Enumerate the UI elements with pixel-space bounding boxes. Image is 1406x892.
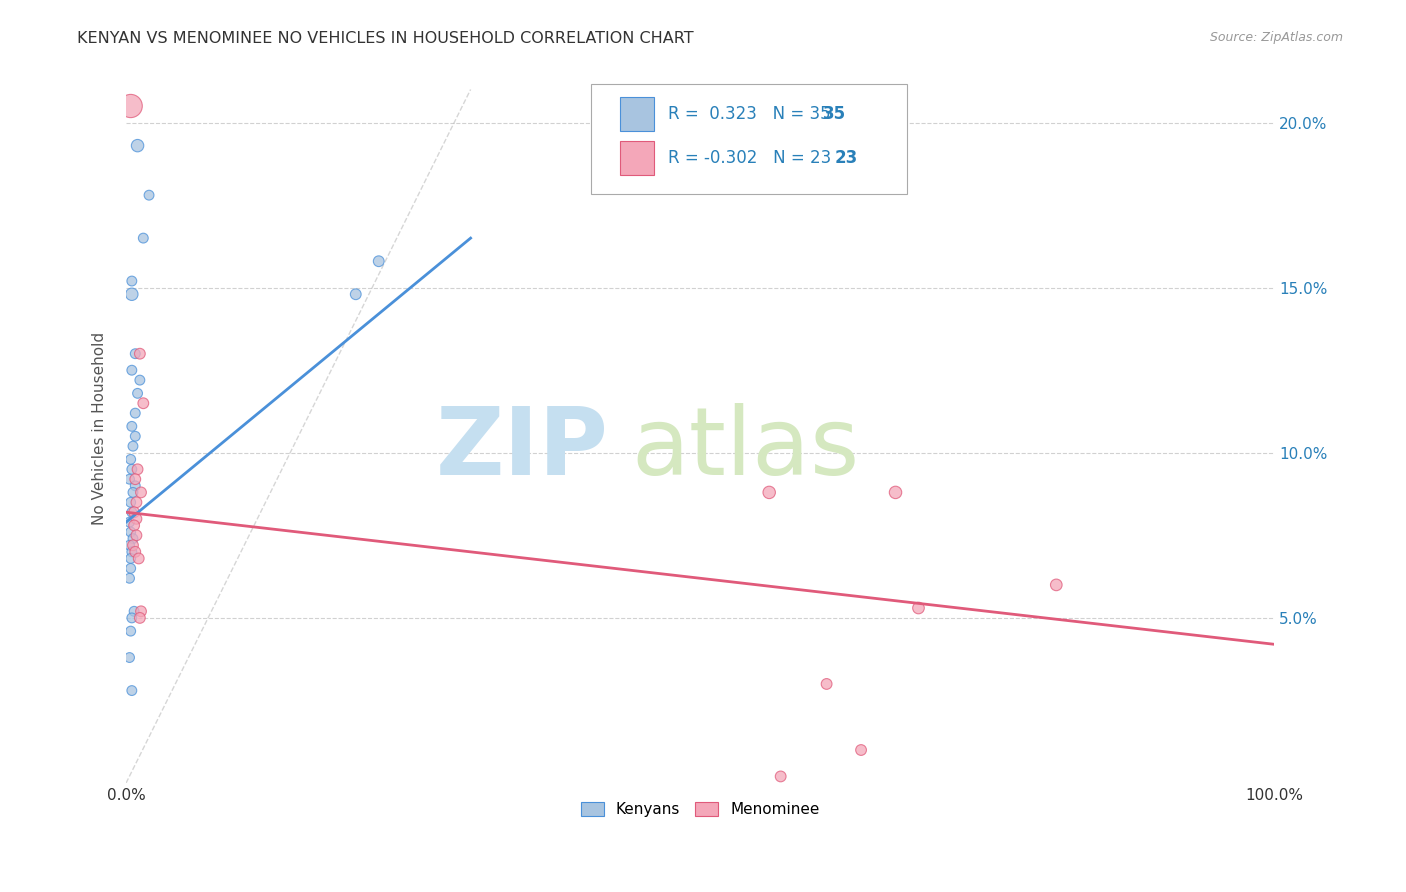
Point [121,683,143,698]
Text: 23: 23 [835,149,858,167]
Point [120,624,142,639]
Point [118,571,141,585]
Point [125,528,148,542]
Point [758,485,780,500]
Point [122,538,145,552]
Point [118,515,141,529]
Point [120,452,142,467]
Point [124,479,146,493]
FancyBboxPatch shape [591,84,907,194]
Text: R =  0.323   N = 35: R = 0.323 N = 35 [668,105,831,123]
Point [122,604,145,618]
Text: KENYAN VS MENOMINEE NO VEHICLES IN HOUSEHOLD CORRELATION CHART: KENYAN VS MENOMINEE NO VEHICLES IN HOUSE… [77,31,695,46]
Point [124,472,146,486]
Text: ZIP: ZIP [436,403,609,495]
Legend: Kenyans, Menominee: Kenyans, Menominee [574,795,828,825]
Point [124,406,146,420]
Point [120,524,142,539]
Point [122,532,145,546]
Point [907,601,929,615]
Point [128,611,150,625]
Point [121,611,143,625]
Point [128,373,150,387]
Text: atlas: atlas [631,403,859,495]
Point [129,485,152,500]
Point [125,512,148,526]
Point [120,551,142,566]
Point [121,419,143,434]
Point [128,551,150,566]
Point [118,650,141,665]
Point [124,545,146,559]
Bar [620,141,654,175]
Point [132,396,155,410]
Y-axis label: No Vehicles in Household: No Vehicles in Household [93,332,107,524]
Point [120,495,142,509]
Point [122,439,145,453]
Point [121,287,143,301]
Bar [620,97,654,131]
Point [122,518,145,533]
Point [120,99,142,113]
Point [121,274,143,288]
Point [122,505,145,519]
Point [128,347,150,361]
Point [138,188,160,202]
Point [118,472,141,486]
Text: R = -0.302   N = 23: R = -0.302 N = 23 [668,149,831,167]
Text: Source: ZipAtlas.com: Source: ZipAtlas.com [1209,31,1343,45]
Point [127,138,149,153]
Point [127,462,149,476]
Point [124,429,146,443]
Point [132,231,155,245]
Point [344,287,367,301]
Point [121,505,143,519]
Point [121,545,143,559]
Point [125,495,148,509]
Point [1045,578,1067,592]
Point [769,769,792,783]
Point [121,462,143,476]
Point [127,386,149,401]
Point [121,363,143,377]
Point [884,485,907,500]
Point [122,485,145,500]
Point [815,677,838,691]
Point [124,347,146,361]
Text: 35: 35 [823,105,846,123]
Point [367,254,389,268]
Point [120,561,142,575]
Point [849,743,872,757]
Point [118,538,141,552]
Point [129,604,152,618]
